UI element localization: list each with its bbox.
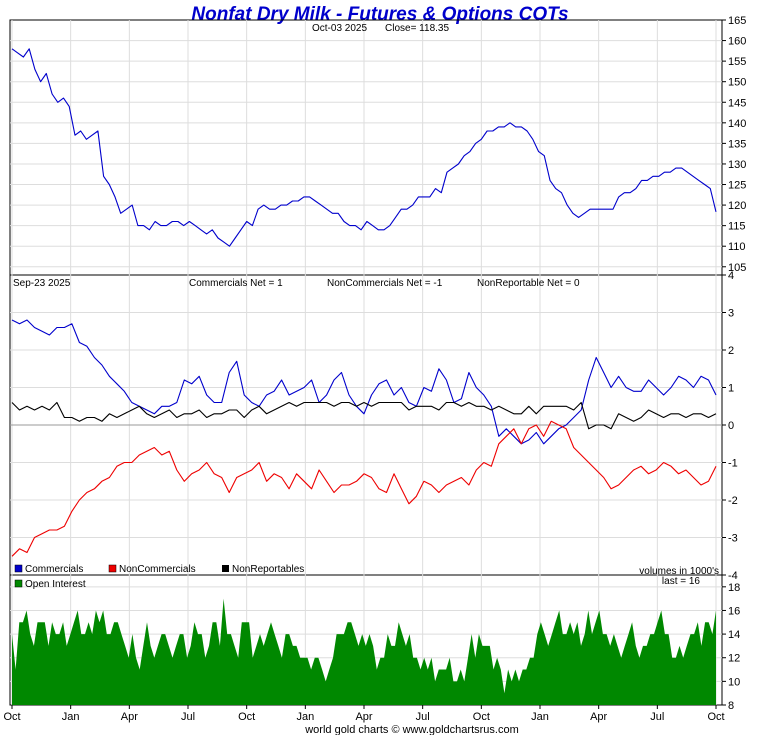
- cot-ytick-label: 1: [728, 383, 734, 395]
- nonreportable-net-label: NonReportable Net = 0: [477, 278, 580, 289]
- oi-last-label: last = 16: [662, 576, 701, 587]
- oi-ytick-label: 16: [728, 605, 740, 617]
- price-ytick-label: 160: [728, 36, 746, 48]
- oi-ytick-label: 8: [728, 700, 734, 712]
- price-ytick-label: 135: [728, 138, 746, 150]
- legend-swatch-open-interest: [14, 579, 23, 588]
- legend-label-nonreportables: NonReportables: [232, 564, 304, 575]
- price-ytick-label: 125: [728, 180, 746, 192]
- xtick-label: Oct: [473, 711, 490, 723]
- cot-ytick-label: 3: [728, 308, 734, 320]
- legend-swatch-commercials: [14, 564, 23, 573]
- price-ytick-label: 115: [728, 221, 746, 233]
- open-interest-fill: [12, 598, 716, 705]
- xtick-label: Oct: [707, 711, 724, 723]
- noncommercials-line: [11, 420, 717, 557]
- xtick-label: Oct: [3, 711, 20, 723]
- footer-credit: world gold charts © www.goldchartsrus.co…: [304, 724, 519, 735]
- cot-date-label: Sep-23 2025: [13, 278, 71, 289]
- noncommercials-net-label: NonCommercials Net = -1: [327, 278, 443, 289]
- price-ytick-label: 140: [728, 118, 746, 130]
- series-lines: [11, 48, 717, 557]
- open-interest-area: [12, 598, 716, 705]
- xtick-label: Oct: [238, 711, 255, 723]
- price-close-label: Close= 118.35: [385, 23, 449, 34]
- xtick-label: Jul: [416, 711, 430, 723]
- legend-label-noncommercials: NonCommercials: [119, 564, 196, 575]
- commercials-net-label: Commercials Net = 1: [189, 278, 283, 289]
- volumes-units-label: volumes in 1000's: [639, 566, 719, 577]
- xtick-label: Apr: [355, 711, 372, 723]
- price-ytick-label: 130: [728, 159, 746, 171]
- cot-ytick-label: -1: [728, 458, 738, 470]
- xtick-label: Jul: [181, 711, 195, 723]
- commercials-line: [11, 319, 717, 445]
- xtick-label: Jan: [296, 711, 314, 723]
- oi-ytick-label: 10: [728, 676, 740, 688]
- oi-ytick-label: 12: [728, 653, 740, 665]
- cot-ytick-label: -3: [728, 533, 738, 545]
- axis-ticks: 105110115120125130135140145150155160165-…: [3, 15, 746, 723]
- cot-ytick-label: -2: [728, 495, 738, 507]
- legend-swatch-nonreportables: [222, 565, 229, 572]
- legend-label-open-interest: Open Interest: [25, 579, 86, 590]
- price-line: [11, 48, 717, 247]
- legend-swatch-noncommercials: [108, 564, 117, 573]
- xtick-label: Jan: [531, 711, 549, 723]
- price-ytick-label: 165: [728, 15, 746, 27]
- cot-ytick-label: 0: [728, 420, 734, 432]
- cot-ytick-label: 4: [728, 270, 734, 282]
- price-ytick-label: 150: [728, 77, 746, 89]
- oi-ytick-label: 14: [728, 629, 740, 641]
- cot-ytick-label: -4: [728, 570, 738, 582]
- nonreportables-line: [11, 401, 717, 430]
- chart-title: Nonfat Dry Milk - Futures & Options COTs: [191, 4, 568, 25]
- price-date-label: Oct-03 2025: [312, 23, 367, 34]
- price-ytick-label: 145: [728, 97, 746, 109]
- xtick-label: Apr: [590, 711, 607, 723]
- price-ytick-label: 110: [728, 241, 746, 253]
- oi-ytick-label: 18: [728, 582, 740, 594]
- price-ytick-label: 155: [728, 56, 746, 68]
- legend-label-commercials: Commercials: [25, 564, 83, 575]
- price-ytick-label: 105: [728, 262, 746, 274]
- xtick-label: Apr: [121, 711, 138, 723]
- cot-ytick-label: 2: [728, 345, 734, 357]
- xtick-label: Jan: [62, 711, 80, 723]
- price-ytick-label: 120: [728, 200, 746, 212]
- xtick-label: Jul: [650, 711, 664, 723]
